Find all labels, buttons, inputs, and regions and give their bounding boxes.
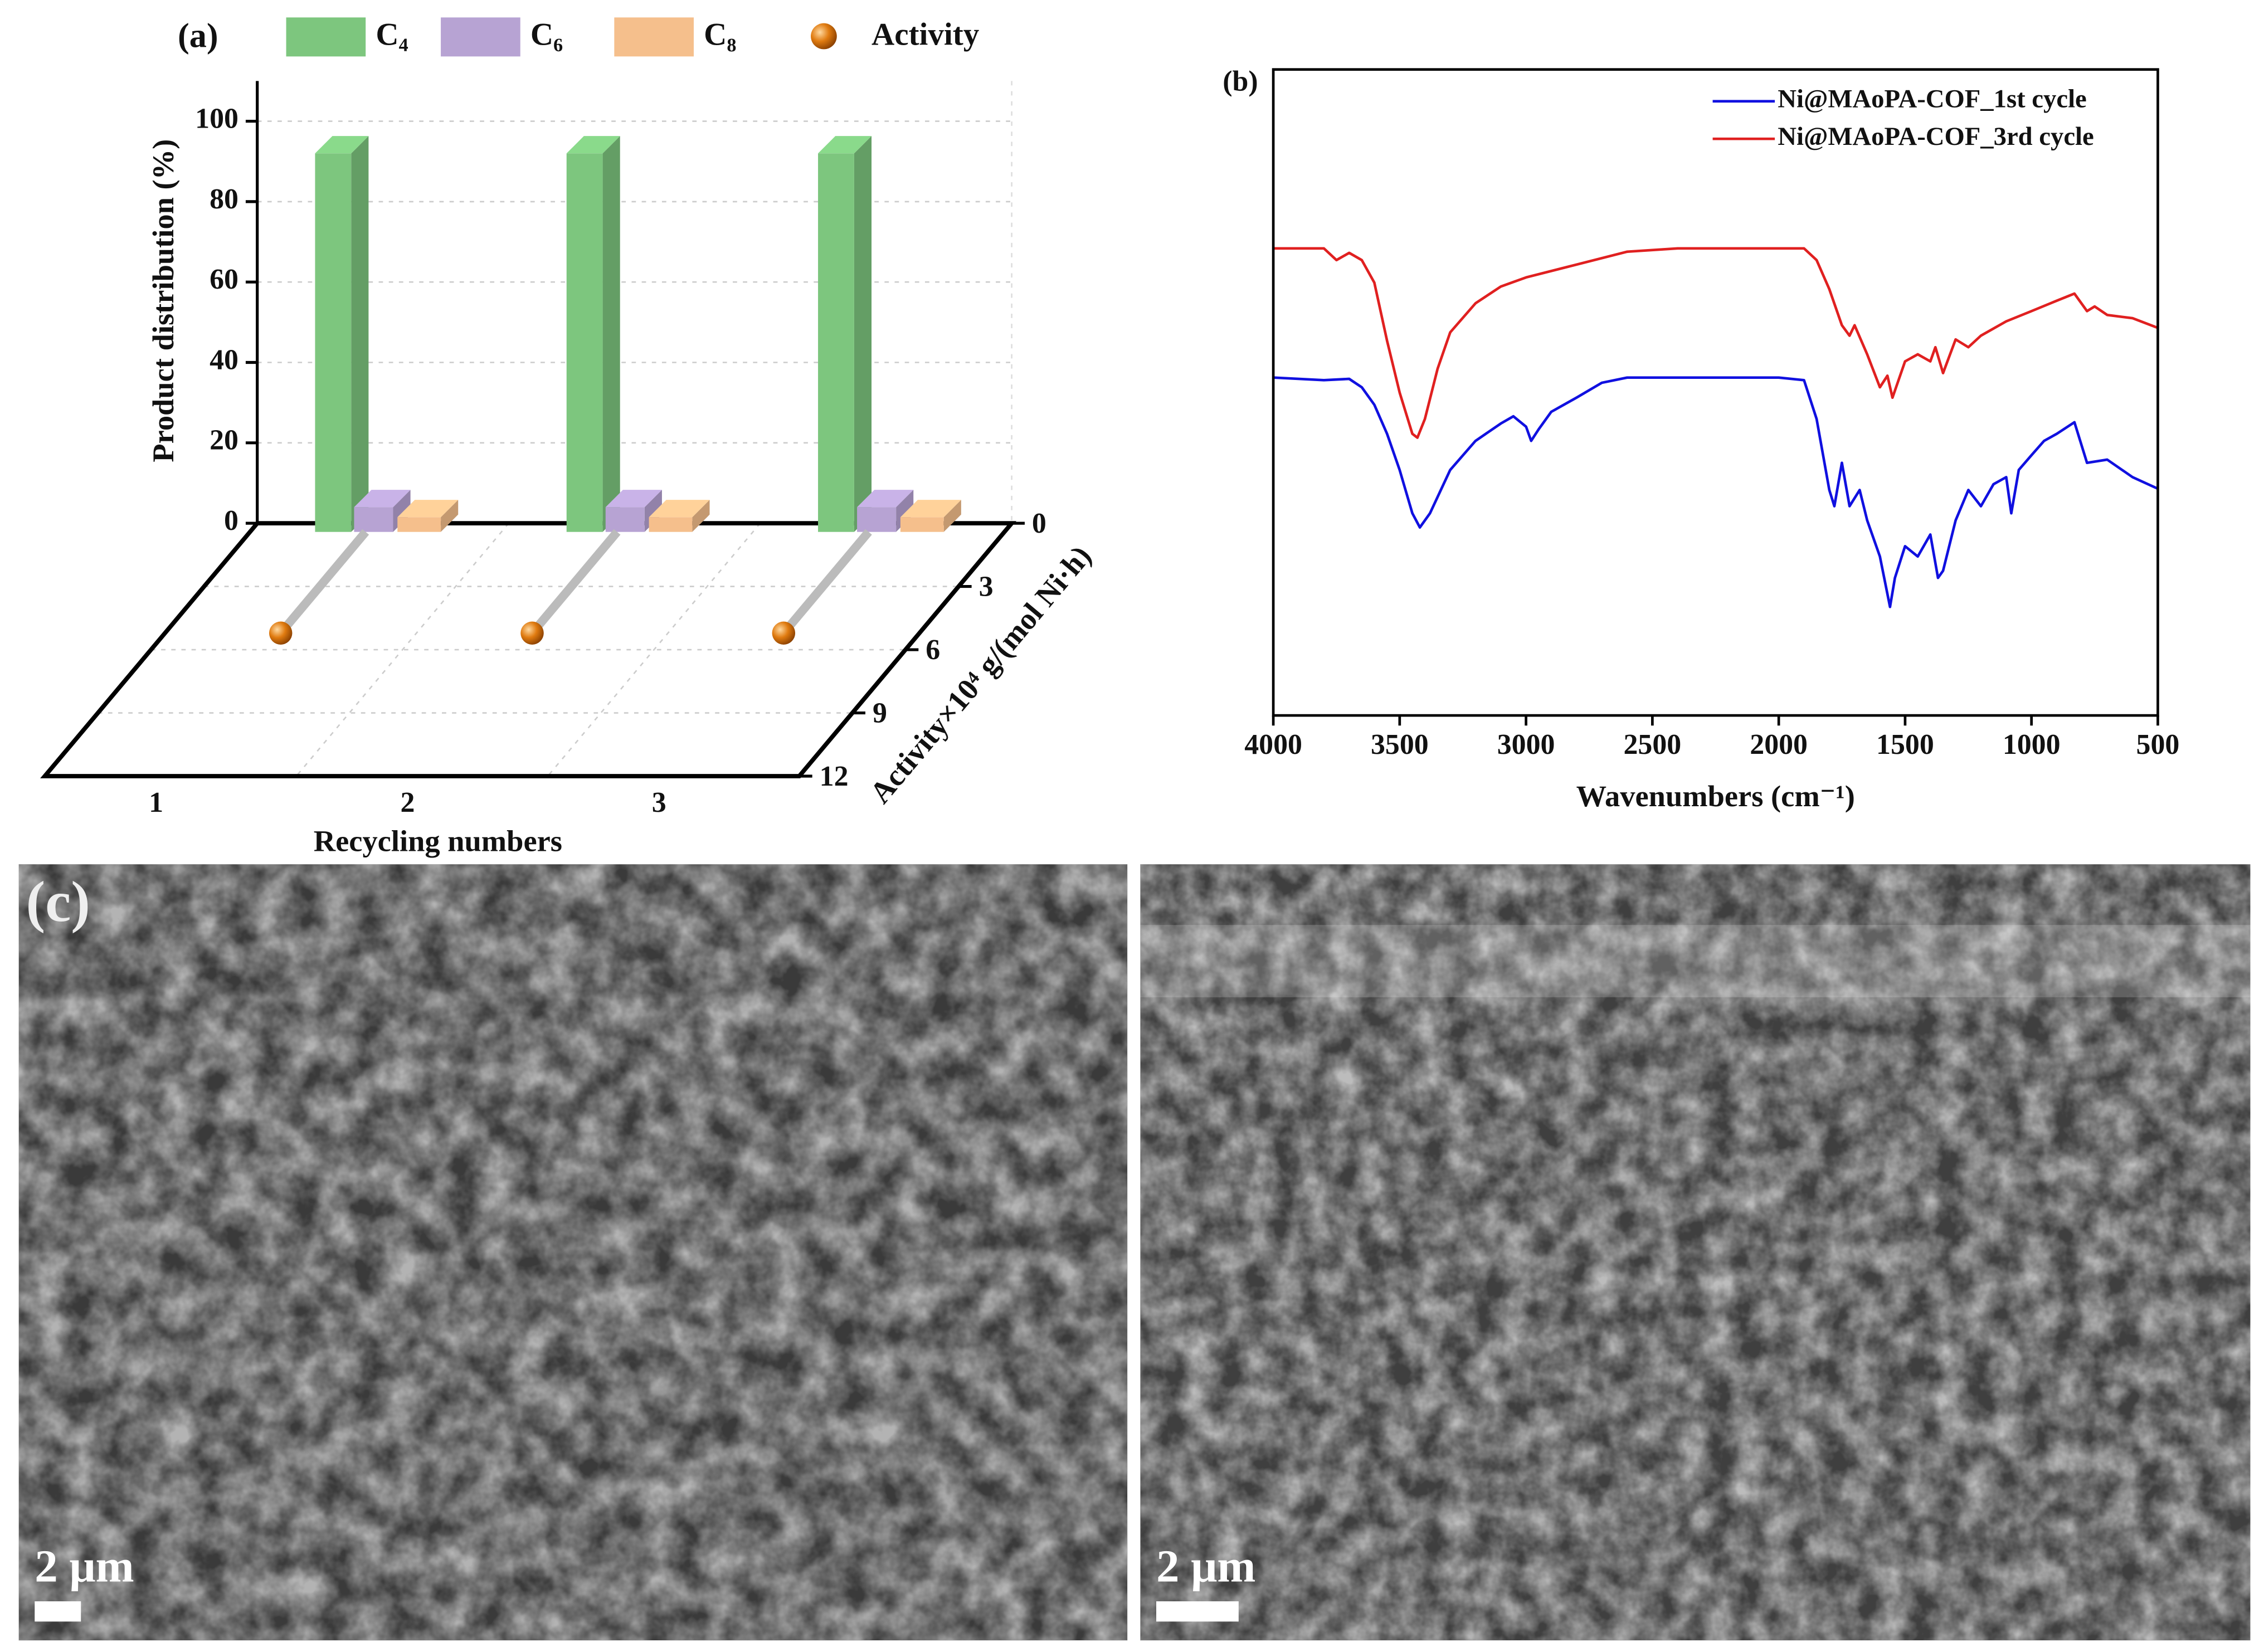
stem — [529, 529, 621, 636]
bar — [857, 507, 897, 532]
sem-texture — [18, 864, 1128, 1641]
x-tick-label: 2500 — [1624, 729, 1682, 761]
plot-frame — [1272, 68, 2159, 717]
activity-point — [520, 621, 544, 645]
sem-texture — [1140, 864, 2251, 1641]
legend-label: Activity — [872, 17, 979, 52]
legend-swatch — [441, 17, 520, 57]
spectrum-line — [1273, 247, 2159, 439]
z-tick-label: 6 — [926, 634, 940, 666]
legend-label: Ni@MAoPA-COF_1st cycle — [1778, 84, 2086, 113]
x-tick-label: 3500 — [1371, 729, 1429, 761]
z-tick-label: 3 — [979, 571, 994, 603]
activity-point — [269, 621, 293, 645]
bar-top — [397, 500, 459, 518]
scale-bar — [1156, 1601, 1239, 1622]
bar-top — [566, 136, 620, 154]
bar-side — [943, 500, 961, 532]
x-axis-title: Wavenumbers (cm⁻¹) — [1576, 779, 1855, 813]
x-tick-label: 3 — [652, 787, 666, 818]
legend-swatch — [286, 17, 366, 57]
panel-label: (b) — [1223, 66, 1258, 98]
y-tick-label: 60 — [210, 264, 238, 295]
panel-label: (a) — [178, 17, 218, 55]
x-tick-label: 1 — [149, 787, 163, 818]
scale-bar — [35, 1601, 81, 1622]
x-tick-label: 2 — [400, 787, 415, 818]
legend-marker — [811, 23, 837, 50]
floor-divider — [295, 523, 509, 777]
y-tick-label: 100 — [195, 103, 238, 134]
bar-top — [354, 490, 411, 508]
bar-side — [644, 490, 662, 532]
bar — [315, 153, 352, 532]
bar — [605, 507, 645, 532]
sem-panel: (c) 2 μm 2 μm — [18, 864, 2251, 1641]
legend-label: C₄ — [376, 17, 408, 52]
scale-bar-label: 2 μm — [35, 1541, 134, 1592]
legend-swatch — [614, 17, 694, 57]
bar — [397, 517, 441, 532]
y-axis-title: Product distribution (%) — [146, 139, 180, 462]
floor-outline — [40, 521, 1016, 778]
bar-top — [605, 490, 662, 508]
x-tick-label: 1500 — [1876, 729, 1934, 761]
bar-top — [315, 136, 369, 154]
bar-side — [441, 500, 459, 532]
legend-label: Ni@MAoPA-COF_3rd cycle — [1778, 122, 2094, 151]
scale-bar-label: 2 μm — [1156, 1541, 1255, 1592]
spectrum-line — [1273, 376, 2159, 608]
x-tick-label: 3000 — [1497, 729, 1555, 761]
y-tick-label: 80 — [210, 183, 238, 215]
x-tick-label: 1000 — [2003, 729, 2061, 761]
stem — [780, 529, 872, 636]
x-tick-label: 500 — [2136, 729, 2180, 761]
stem — [277, 529, 369, 636]
bar-side — [692, 500, 710, 532]
activity-point — [772, 621, 796, 645]
bar-side — [351, 136, 369, 532]
y-tick-label: 40 — [210, 344, 238, 376]
z-tick-label: 9 — [873, 698, 887, 729]
panel-label: (c) — [26, 870, 90, 934]
y-tick-label: 0 — [224, 505, 238, 537]
z-tick-label: 0 — [1032, 508, 1046, 539]
bar — [566, 153, 603, 532]
bar — [354, 507, 393, 532]
z-tick-label: 12 — [820, 761, 849, 792]
bar — [900, 517, 944, 532]
y-tick-label: 20 — [210, 425, 238, 456]
bar-top — [857, 490, 914, 508]
bar — [649, 517, 693, 532]
bar-side — [602, 136, 620, 532]
x-tick-label: 2000 — [1750, 729, 1808, 761]
bar-side — [854, 136, 872, 532]
bar-top — [818, 136, 872, 154]
floor-divider — [547, 523, 761, 777]
x-axis-title: Recycling numbers — [314, 823, 562, 857]
bar — [818, 153, 854, 532]
sem-bright-band — [1140, 925, 2251, 997]
legend-label: C₆ — [530, 17, 563, 52]
legend-label: C₈ — [704, 17, 736, 52]
bar-top — [649, 500, 710, 518]
bar-top — [900, 500, 961, 518]
x-tick-label: 4000 — [1244, 729, 1302, 761]
